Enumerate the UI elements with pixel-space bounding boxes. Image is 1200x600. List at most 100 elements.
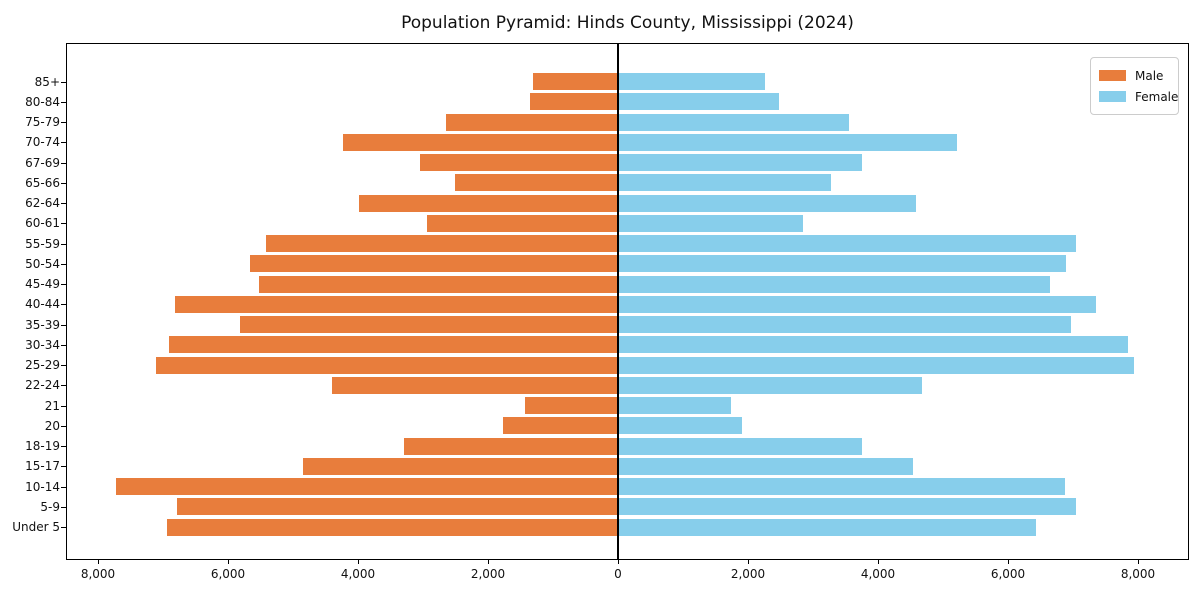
female-bar [618,316,1072,334]
y-tick-label: 40-44 [25,297,60,312]
x-tick-mark [1008,559,1009,564]
y-tick-mark [61,162,66,164]
female-bar [618,478,1066,496]
female-bar [618,133,957,151]
x-tick-label: 4,000 [340,567,376,581]
male-bar [529,93,618,111]
x-tick-mark [1138,559,1139,564]
female-bar [618,518,1036,536]
male-bar [454,174,618,192]
y-tick-mark [61,81,66,83]
female-bar [618,194,917,212]
y-tick-mark [61,304,66,306]
y-tick-mark [61,527,66,529]
y-tick-label: 5-9 [40,499,60,514]
y-tick-label: 25-29 [25,358,60,373]
male-bar [420,154,618,172]
female-color-swatch [1099,91,1126,102]
male-color-swatch [1099,70,1126,81]
x-tick-mark [878,559,879,564]
y-tick-mark [61,101,66,103]
x-tick-label: 2,000 [470,567,506,581]
y-tick-mark [61,324,66,326]
y-tick-label: Under 5 [12,520,60,535]
y-tick-label: 22-24 [25,378,60,393]
x-tick-mark [618,559,619,564]
plot-area [66,43,1189,560]
male-bar [155,356,618,374]
female-bar [618,214,804,232]
y-tick-mark [61,344,66,346]
male-bar [358,194,618,212]
y-tick-mark [61,223,66,225]
y-tick-mark [61,203,66,205]
x-tick-mark [748,559,749,564]
y-tick-label: 18-19 [25,439,60,454]
male-bar [302,457,618,475]
y-tick-mark [61,243,66,245]
y-tick-label: 15-17 [25,459,60,474]
x-tick-label: 8,000 [80,567,116,581]
female-bar [618,336,1128,354]
legend-male-label: Male [1135,68,1164,83]
y-tick-label: 67-69 [25,155,60,170]
male-bar [166,518,618,536]
y-tick-label: 35-39 [25,317,60,332]
female-bar [618,457,914,475]
male-bar [426,214,618,232]
male-bar [525,397,618,415]
x-tick-label: 6,000 [210,567,246,581]
y-tick-label: 80-84 [25,94,60,109]
female-bar [618,376,922,394]
legend-female-label: Female [1135,89,1179,104]
y-tick-label: 75-79 [25,115,60,130]
y-tick-mark [61,425,66,427]
male-bar [266,235,618,253]
zero-axis-line [617,44,619,559]
male-bar [250,255,618,273]
y-tick-mark [61,284,66,286]
female-bar [618,498,1077,516]
x-tick-mark [488,559,489,564]
female-bar [618,154,863,172]
x-tick-label: 4,000 [860,567,896,581]
x-tick-label: 0 [614,567,622,581]
male-bar [259,275,618,293]
female-bar [618,397,732,415]
y-tick-mark [61,182,66,184]
female-bar [618,295,1097,313]
y-tick-label: 45-49 [25,277,60,292]
x-tick-label: 6,000 [990,567,1026,581]
y-tick-label: 20 [44,418,60,433]
male-bar [175,295,618,313]
y-tick-mark [61,365,66,367]
x-tick-label: 2,000 [730,567,766,581]
x-tick-mark [358,559,359,564]
y-tick-label: 65-66 [25,175,60,190]
y-tick-label: 30-34 [25,337,60,352]
y-tick-label: 60-61 [25,216,60,231]
female-bar [618,235,1077,253]
bars-layer [67,44,1188,559]
female-bar [618,255,1066,273]
y-tick-label: 21 [44,398,60,413]
y-tick-label: 85+ [34,74,60,89]
male-bar [343,133,618,151]
legend-entry-female: Female [1099,86,1178,107]
x-axis: 8,000 6,000 4,000 2,000 0 2,000 4,000 6,000 8,00… [67,559,1188,599]
male-bar [445,113,618,131]
y-tick-label: 55-59 [25,236,60,251]
y-tick-mark [61,486,66,488]
x-tick-label: 8,000 [1120,567,1156,581]
y-tick-mark [61,466,66,468]
x-tick-mark [228,559,229,564]
y-tick-mark [61,122,66,124]
y-tick-label: 10-14 [25,479,60,494]
y-tick-label: 70-74 [25,135,60,150]
y-tick-mark [61,385,66,387]
male-bar [168,336,618,354]
female-bar [618,174,831,192]
y-tick-label: 62-64 [25,196,60,211]
legend: Male Female [1090,57,1179,115]
x-tick-mark [98,559,99,564]
